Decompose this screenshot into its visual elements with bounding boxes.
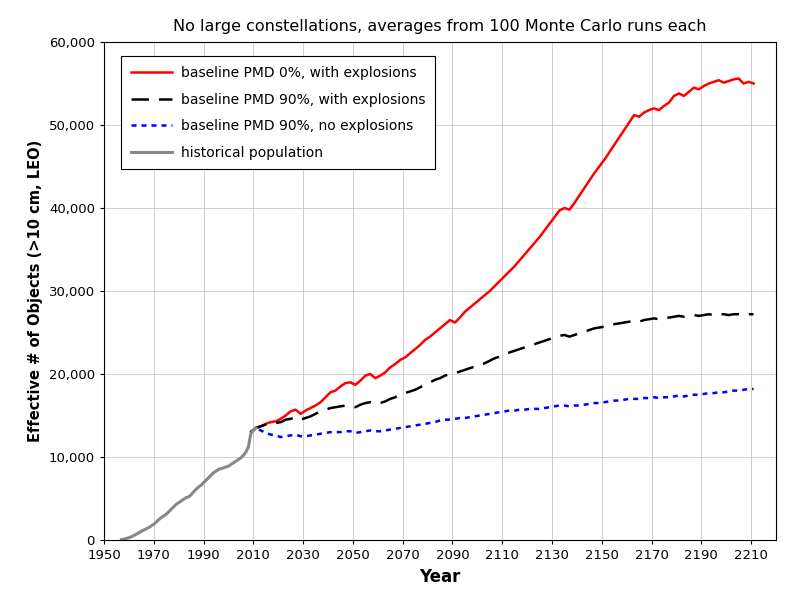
- baseline PMD 0%, with explosions: [355, 377, 365, 384]
- baseline PMD 0%, with explosions: [599, 156, 609, 163]
- baseline PMD 0%, with explosions: [639, 109, 649, 116]
- baseline PMD 90%, with explosions: [355, 401, 365, 409]
- X-axis label: Year: Year: [419, 568, 461, 586]
- baseline PMD 90%, with explosions: [704, 311, 714, 318]
- Line: baseline PMD 90%, with explosions: baseline PMD 90%, with explosions: [251, 314, 754, 432]
- baseline PMD 90%, no explosions: [361, 428, 370, 435]
- baseline PMD 0%, with explosions: [749, 80, 758, 87]
- historical population: [251, 424, 261, 431]
- baseline PMD 0%, with explosions: [679, 92, 689, 100]
- baseline PMD 90%, with explosions: [475, 361, 485, 368]
- historical population: [166, 506, 176, 513]
- Line: baseline PMD 90%, no explosions: baseline PMD 90%, no explosions: [251, 389, 754, 437]
- baseline PMD 90%, with explosions: [639, 316, 649, 323]
- baseline PMD 0%, with explosions: [475, 296, 485, 303]
- Title: No large constellations, averages from 100 Monte Carlo runs each: No large constellations, averages from 1…: [174, 19, 706, 34]
- historical population: [117, 536, 126, 543]
- historical population: [236, 454, 246, 461]
- baseline PMD 90%, no explosions: [749, 385, 758, 392]
- baseline PMD 90%, no explosions: [605, 398, 614, 405]
- baseline PMD 90%, no explosions: [684, 392, 694, 399]
- baseline PMD 90%, with explosions: [679, 313, 689, 320]
- baseline PMD 0%, with explosions: [341, 380, 350, 387]
- historical population: [131, 530, 141, 538]
- baseline PMD 90%, no explosions: [346, 428, 355, 435]
- Legend: baseline PMD 0%, with explosions, baseline PMD 90%, with explosions, baseline PM: baseline PMD 0%, with explosions, baseli…: [121, 56, 435, 169]
- Line: historical population: historical population: [122, 428, 256, 539]
- baseline PMD 0%, with explosions: [734, 75, 743, 82]
- baseline PMD 90%, no explosions: [644, 394, 654, 401]
- Y-axis label: Effective # of Objects (>10 cm, LEO): Effective # of Objects (>10 cm, LEO): [28, 140, 43, 442]
- baseline PMD 90%, no explosions: [480, 411, 490, 418]
- historical population: [142, 525, 151, 532]
- baseline PMD 90%, with explosions: [599, 323, 609, 330]
- baseline PMD 90%, with explosions: [749, 311, 758, 318]
- baseline PMD 90%, no explosions: [246, 428, 256, 436]
- baseline PMD 90%, no explosions: [744, 385, 754, 392]
- baseline PMD 90%, with explosions: [341, 402, 350, 409]
- historical population: [149, 521, 158, 528]
- historical population: [249, 427, 258, 434]
- baseline PMD 90%, with explosions: [246, 428, 256, 436]
- Line: baseline PMD 0%, with explosions: baseline PMD 0%, with explosions: [251, 79, 754, 432]
- baseline PMD 0%, with explosions: [246, 428, 256, 436]
- baseline PMD 90%, no explosions: [276, 433, 286, 440]
